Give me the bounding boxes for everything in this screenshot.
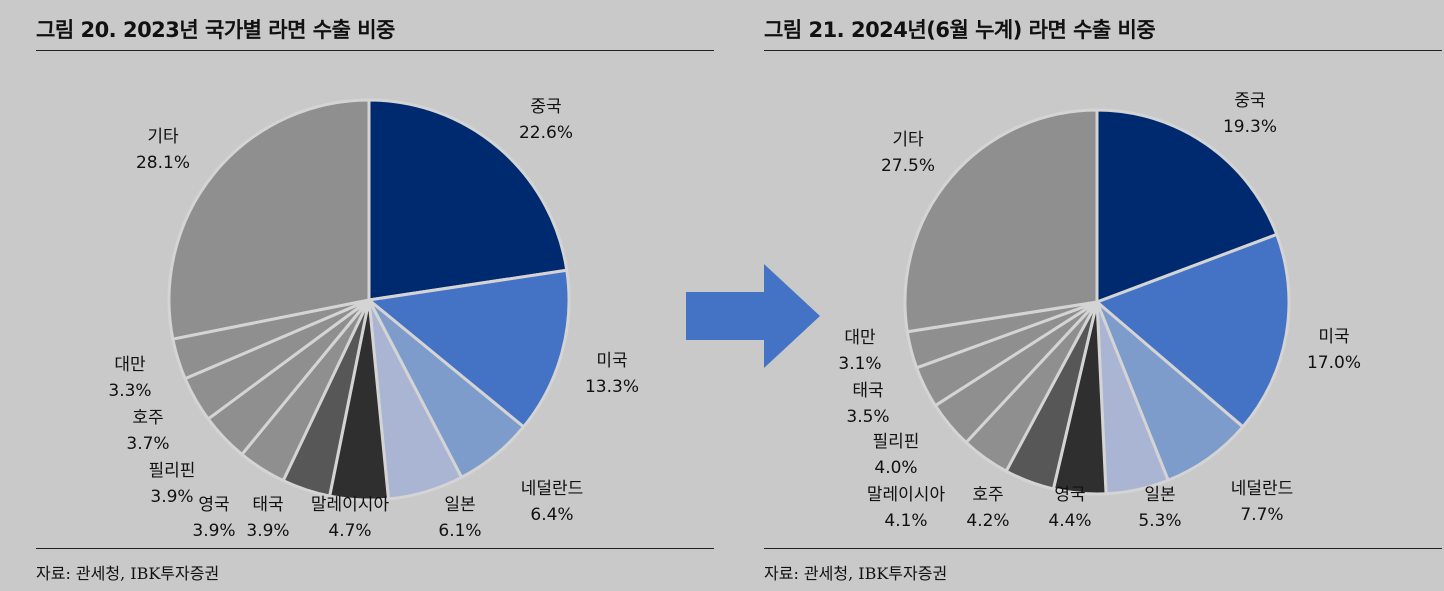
slice-value-0-1: 13.3% — [585, 377, 639, 397]
slice-value-0-5: 3.9% — [246, 521, 289, 541]
slice-label-1-1: 미국 — [1318, 327, 1349, 347]
slice-value-0-7: 3.9% — [150, 487, 193, 507]
left-footer-rule — [36, 548, 714, 549]
slice-label-0-5: 태국 — [252, 495, 283, 515]
slice-label-1-0: 중국 — [1234, 91, 1265, 111]
right-footer-rule — [764, 548, 1442, 549]
pie-slice-0-1 — [367, 268, 571, 429]
slice-value-1-0: 19.3% — [1223, 117, 1277, 137]
slice-value-1-2: 7.7% — [1240, 505, 1283, 525]
pie-slice-1-2 — [1095, 300, 1245, 482]
slice-label-0-7: 필리핀 — [149, 461, 196, 481]
slice-value-1-1: 17.0% — [1307, 353, 1361, 373]
slice-value-0-6: 3.9% — [192, 521, 235, 541]
slice-label-1-8: 태국 — [852, 381, 883, 401]
slice-value-0-3: 6.1% — [438, 521, 481, 541]
slice-value-0-0: 22.6% — [519, 123, 573, 143]
slice-label-1-3: 일본 — [1144, 485, 1175, 505]
left-chart-title: 그림 20. 2023년 국가별 라면 수출 비중 — [36, 18, 395, 42]
right-source-note: 자료: 관세청, IBK투자증권 — [764, 564, 948, 583]
slice-label-0-2: 네덜란드 — [521, 479, 584, 499]
slice-value-1-7: 4.0% — [874, 458, 917, 478]
slice-value-1-9: 3.1% — [838, 354, 881, 374]
pie-slice-0-10 — [167, 98, 371, 341]
slice-label-1-2: 네덜란드 — [1231, 479, 1294, 499]
slice-label-0-6: 영국 — [198, 495, 229, 515]
slice-label-1-4: 영국 — [1054, 485, 1085, 505]
pie-2023: 중국 22.6% 미국 13.3% 네덜란드 6.4% 일본 6.1% 말레이시아 4.7% 태국 3… — [108, 97, 639, 541]
slice-label-0-9: 대만 — [114, 355, 146, 375]
arrow-right-icon — [686, 264, 820, 368]
slice-value-1-4: 4.4% — [1048, 511, 1091, 531]
slice-label-0-1: 미국 — [596, 351, 627, 371]
slice-value-1-5: 4.2% — [966, 511, 1009, 531]
slice-label-0-10: 기타 — [147, 127, 179, 147]
slice-value-1-10: 27.5% — [881, 156, 935, 176]
slice-value-0-2: 6.4% — [530, 505, 573, 525]
slice-label-0-4: 말레이시아 — [311, 495, 390, 515]
slice-value-0-9: 3.3% — [108, 381, 151, 401]
slice-label-1-7: 필리핀 — [873, 432, 920, 452]
slice-label-0-0: 중국 — [530, 97, 561, 117]
pie-2024: 중국 19.3% 미국 17.0% 네덜란드 7.7% 일본 5.3% 영국 4.4% 호주 4.2%… — [838, 91, 1361, 531]
pie-slice-0-0 — [367, 98, 569, 302]
slice-label-1-10: 기타 — [892, 130, 924, 150]
pie-slice-1-10 — [903, 108, 1099, 334]
slice-value-0-8: 3.7% — [126, 434, 169, 454]
slice-label-1-9: 대만 — [844, 328, 876, 348]
slice-value-1-3: 5.3% — [1138, 511, 1181, 531]
slice-value-1-8: 3.5% — [846, 407, 889, 427]
slice-label-0-8: 호주 — [132, 408, 163, 428]
left-title-rule — [36, 50, 714, 51]
slice-label-1-6: 말레이시아 — [867, 485, 946, 505]
left-source-note: 자료: 관세청, IBK투자증권 — [36, 564, 220, 583]
slice-value-0-4: 4.7% — [328, 521, 371, 541]
pie-slice-1-1 — [1095, 232, 1291, 429]
slice-value-0-10: 28.1% — [136, 153, 190, 173]
right-chart-title: 그림 21. 2024년(6월 누계) 라면 수출 비중 — [764, 18, 1156, 42]
slice-value-1-6: 4.1% — [884, 511, 927, 531]
slice-label-0-3: 일본 — [444, 495, 475, 515]
slice-label-1-5: 호주 — [972, 485, 1003, 505]
right-title-rule — [764, 50, 1442, 51]
pie-slice-1-0 — [1095, 108, 1279, 304]
